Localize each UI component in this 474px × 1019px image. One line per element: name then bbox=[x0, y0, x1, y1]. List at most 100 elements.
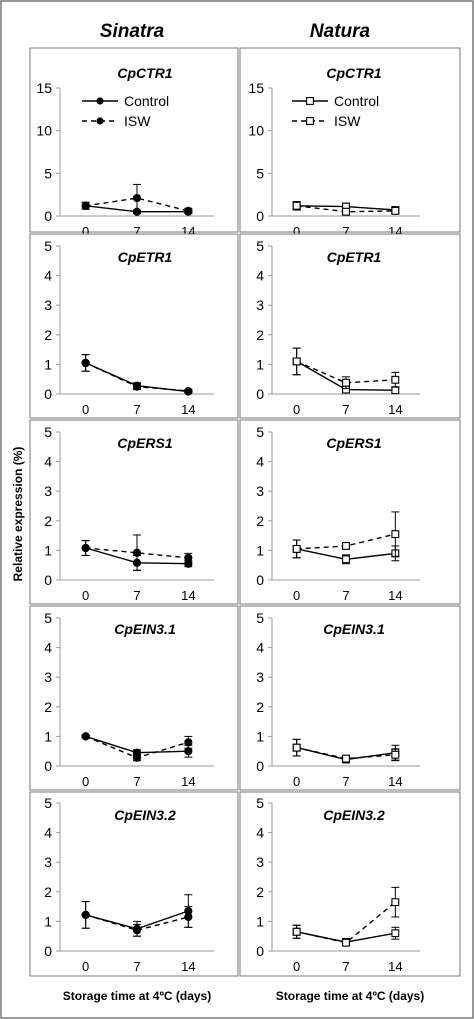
data-point-isw bbox=[132, 382, 142, 391]
y-tick-label: 4 bbox=[44, 454, 52, 470]
data-point-isw bbox=[391, 898, 400, 907]
x-tick-label: 0 bbox=[82, 959, 89, 974]
data-point-isw bbox=[342, 378, 350, 387]
data-point-control bbox=[391, 386, 400, 395]
x-tick-label: 7 bbox=[133, 959, 140, 974]
legend-marker-control bbox=[96, 97, 104, 105]
y-tick-label: 0 bbox=[256, 572, 264, 588]
y-tick-label: 2 bbox=[256, 884, 264, 900]
y-tick-label: 4 bbox=[256, 268, 264, 284]
panel-cpetr1-natura: 0 1 2 3 4 5 0 7 14 CpETR1 bbox=[239, 233, 461, 419]
y-tick-label: 0 bbox=[44, 943, 52, 959]
data-point-isw bbox=[81, 201, 90, 210]
x-tick-label: 7 bbox=[133, 588, 140, 603]
y-tick-label: 1 bbox=[256, 542, 264, 558]
data-point-isw bbox=[81, 543, 90, 553]
x-axis-label-natura: Storage time at 4ºC (days) bbox=[276, 989, 424, 1003]
data-point-isw bbox=[292, 927, 301, 936]
data-point-isw bbox=[292, 544, 301, 553]
y-tick-label: 10 bbox=[248, 123, 264, 139]
x-tick-label: 0 bbox=[82, 774, 89, 789]
panel-frame bbox=[29, 419, 239, 605]
x-tick-label: 0 bbox=[293, 224, 300, 239]
x-tick-label: 0 bbox=[82, 224, 89, 239]
y-tick-label: 5 bbox=[256, 795, 264, 811]
panel-title: CpETR1 bbox=[327, 249, 382, 265]
panel-frame bbox=[29, 791, 239, 977]
y-tick-label: 5 bbox=[256, 424, 264, 440]
y-tick-label: 15 bbox=[36, 80, 52, 96]
panel-title: CpEIN3.1 bbox=[114, 621, 176, 637]
y-tick-label: 0 bbox=[44, 572, 52, 588]
x-tick-label: 14 bbox=[181, 402, 195, 417]
series-line-isw bbox=[296, 746, 396, 760]
y-tick-label: 5 bbox=[256, 610, 264, 626]
y-tick-label: 0 bbox=[44, 208, 52, 224]
y-tick-label: 3 bbox=[256, 483, 264, 499]
x-tick-label: 0 bbox=[293, 959, 300, 974]
panel-cpers1-sinatra: 0 1 2 3 4 5 0 7 14 CpERS1 bbox=[29, 419, 239, 605]
y-tick-label: 5 bbox=[256, 165, 264, 181]
data-point-isw bbox=[342, 542, 350, 550]
panel-frame bbox=[29, 47, 239, 233]
panel-frame bbox=[239, 47, 461, 233]
y-tick-label: 1 bbox=[44, 356, 52, 372]
panel-cpein3-1-natura: 0 1 2 3 4 5 0 7 14 CpEIN3.1 bbox=[239, 605, 461, 791]
data-point-isw bbox=[292, 357, 301, 366]
y-tick-label: 0 bbox=[256, 758, 264, 774]
x-tick-label: 7 bbox=[342, 224, 349, 239]
x-tick-label: 0 bbox=[293, 402, 300, 417]
legend-marker-isw bbox=[306, 117, 314, 125]
panel-title: CpCTR1 bbox=[117, 65, 172, 81]
x-tick-label: 7 bbox=[342, 959, 349, 974]
panel-frame bbox=[239, 419, 461, 605]
data-point-isw bbox=[81, 358, 90, 368]
panel-title: CpERS1 bbox=[117, 435, 172, 451]
data-point-isw bbox=[342, 938, 350, 947]
panel-title: CpEIN3.2 bbox=[323, 807, 385, 823]
data-point-control bbox=[391, 929, 400, 938]
panel-title: CpEIN3.2 bbox=[114, 807, 176, 823]
panel-title: CpEIN3.1 bbox=[323, 621, 385, 637]
data-point-isw bbox=[342, 207, 350, 216]
data-point-isw bbox=[184, 206, 193, 215]
data-point-control bbox=[342, 555, 350, 564]
series-line-isw bbox=[296, 901, 396, 944]
x-tick-label: 7 bbox=[133, 774, 140, 789]
y-tick-label: 4 bbox=[256, 825, 264, 841]
y-tick-label: 5 bbox=[44, 610, 52, 626]
panel-cpers1-natura: 0 1 2 3 4 5 0 7 14 CpERS1 bbox=[239, 419, 461, 605]
data-point-isw bbox=[81, 910, 90, 919]
y-tick-label: 0 bbox=[44, 386, 52, 402]
data-point-isw bbox=[292, 201, 301, 210]
x-tick-label: 14 bbox=[388, 402, 402, 417]
y-tick-label: 10 bbox=[36, 123, 52, 139]
x-tick-label: 14 bbox=[388, 774, 402, 789]
data-point-isw bbox=[184, 386, 193, 396]
y-tick-label: 0 bbox=[256, 943, 264, 959]
y-tick-label: 3 bbox=[44, 297, 52, 313]
data-point-isw bbox=[132, 753, 142, 762]
panel-title: CpCTR1 bbox=[326, 65, 381, 81]
y-tick-label: 0 bbox=[256, 208, 264, 224]
panel-frame bbox=[239, 233, 461, 419]
x-tick-label: 0 bbox=[82, 588, 89, 603]
legend-marker-isw bbox=[96, 117, 104, 125]
y-tick-label: 5 bbox=[44, 165, 52, 181]
panel-cpein3-2-natura: 0 1 2 3 4 5 0 7 14 CpEIN3.2 bbox=[239, 791, 461, 977]
data-point-isw bbox=[184, 738, 193, 747]
y-tick-label: 4 bbox=[256, 640, 264, 656]
legend-label-isw: ISW bbox=[124, 113, 151, 129]
data-point-isw bbox=[292, 743, 301, 752]
data-point-isw bbox=[391, 530, 400, 539]
data-point-isw bbox=[391, 375, 400, 384]
x-tick-label: 14 bbox=[388, 959, 402, 974]
data-point-isw bbox=[391, 206, 400, 215]
data-point-isw bbox=[184, 553, 193, 562]
y-tick-label: 15 bbox=[248, 80, 264, 96]
legend-label-control: Control bbox=[124, 93, 169, 109]
x-tick-label: 7 bbox=[342, 402, 349, 417]
